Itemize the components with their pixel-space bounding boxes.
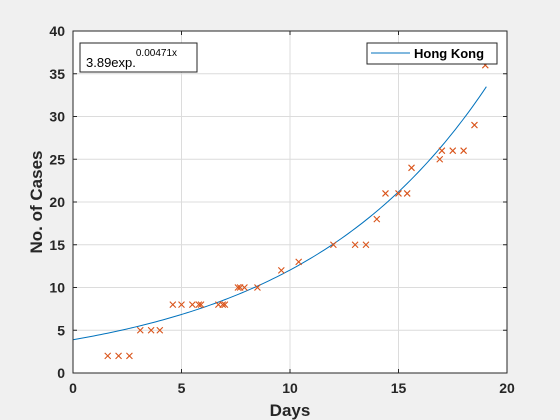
legend-entry-hong-kong: Hong Kong <box>414 46 484 61</box>
data-point <box>471 121 478 129</box>
y-tick-label: 30 <box>49 109 65 125</box>
fit-equation-text: 3.89exp.0.00471x <box>86 48 177 70</box>
data-point <box>382 190 389 197</box>
y-tick-label: 40 <box>49 23 65 39</box>
y-tick-label: 0 <box>57 365 65 381</box>
x-tick-label: 20 <box>499 380 515 396</box>
data-point <box>169 301 177 308</box>
fit-equation-box: 3.89exp.0.00471x <box>79 42 198 73</box>
data-point <box>408 164 415 172</box>
x-tick-labels: 0 5 10 15 20 <box>69 380 515 396</box>
x-tick-label: 10 <box>282 380 298 396</box>
x-tick-label: 0 <box>69 380 77 396</box>
y-tick-labels: 0 5 10 15 20 25 30 35 40 <box>49 23 65 381</box>
x-tick-label: 5 <box>178 380 186 396</box>
y-tick-label: 35 <box>49 66 65 82</box>
data-point <box>219 301 227 308</box>
data-point <box>403 190 411 197</box>
data-point <box>241 284 248 291</box>
x-tick-label: 15 <box>391 380 407 396</box>
data-point <box>136 326 144 334</box>
data-point <box>221 301 229 308</box>
ticks <box>72 30 508 374</box>
data-point <box>295 258 303 266</box>
fit-equation-base: 3.89exp. <box>86 55 136 70</box>
data-point <box>460 147 467 155</box>
grid <box>73 31 507 373</box>
data-point <box>147 326 155 334</box>
data-point <box>188 301 196 308</box>
data-point <box>395 190 402 197</box>
legend: Hong Kong <box>366 42 498 65</box>
fit-curve-hong-kong <box>72 86 487 341</box>
marker-layer <box>104 61 489 360</box>
data-point <box>330 241 337 249</box>
data-point <box>277 267 285 274</box>
y-tick-label: 25 <box>49 151 65 167</box>
data-point <box>351 241 359 249</box>
data-point <box>234 284 242 291</box>
x-axis-label: Days <box>270 401 311 420</box>
y-tick-label: 5 <box>57 322 65 338</box>
data-point <box>438 147 446 155</box>
y-tick-label: 20 <box>49 194 65 210</box>
data-point <box>362 241 370 249</box>
fit-equation-exponent: 0.00471x <box>136 48 177 59</box>
data-point <box>436 155 444 163</box>
data-point <box>104 352 112 360</box>
data-point <box>178 301 185 308</box>
fit-layer <box>72 86 487 341</box>
data-point <box>373 215 381 223</box>
data-point <box>115 352 122 360</box>
y-tick-label: 15 <box>49 237 65 253</box>
data-point <box>197 301 205 308</box>
data-point <box>156 326 164 334</box>
y-axis-label: No. of Cases <box>27 151 46 254</box>
data-point <box>126 352 133 360</box>
data-point <box>449 147 457 155</box>
data-point <box>254 284 261 291</box>
y-tick-label: 10 <box>49 280 65 296</box>
data-point <box>195 301 203 308</box>
